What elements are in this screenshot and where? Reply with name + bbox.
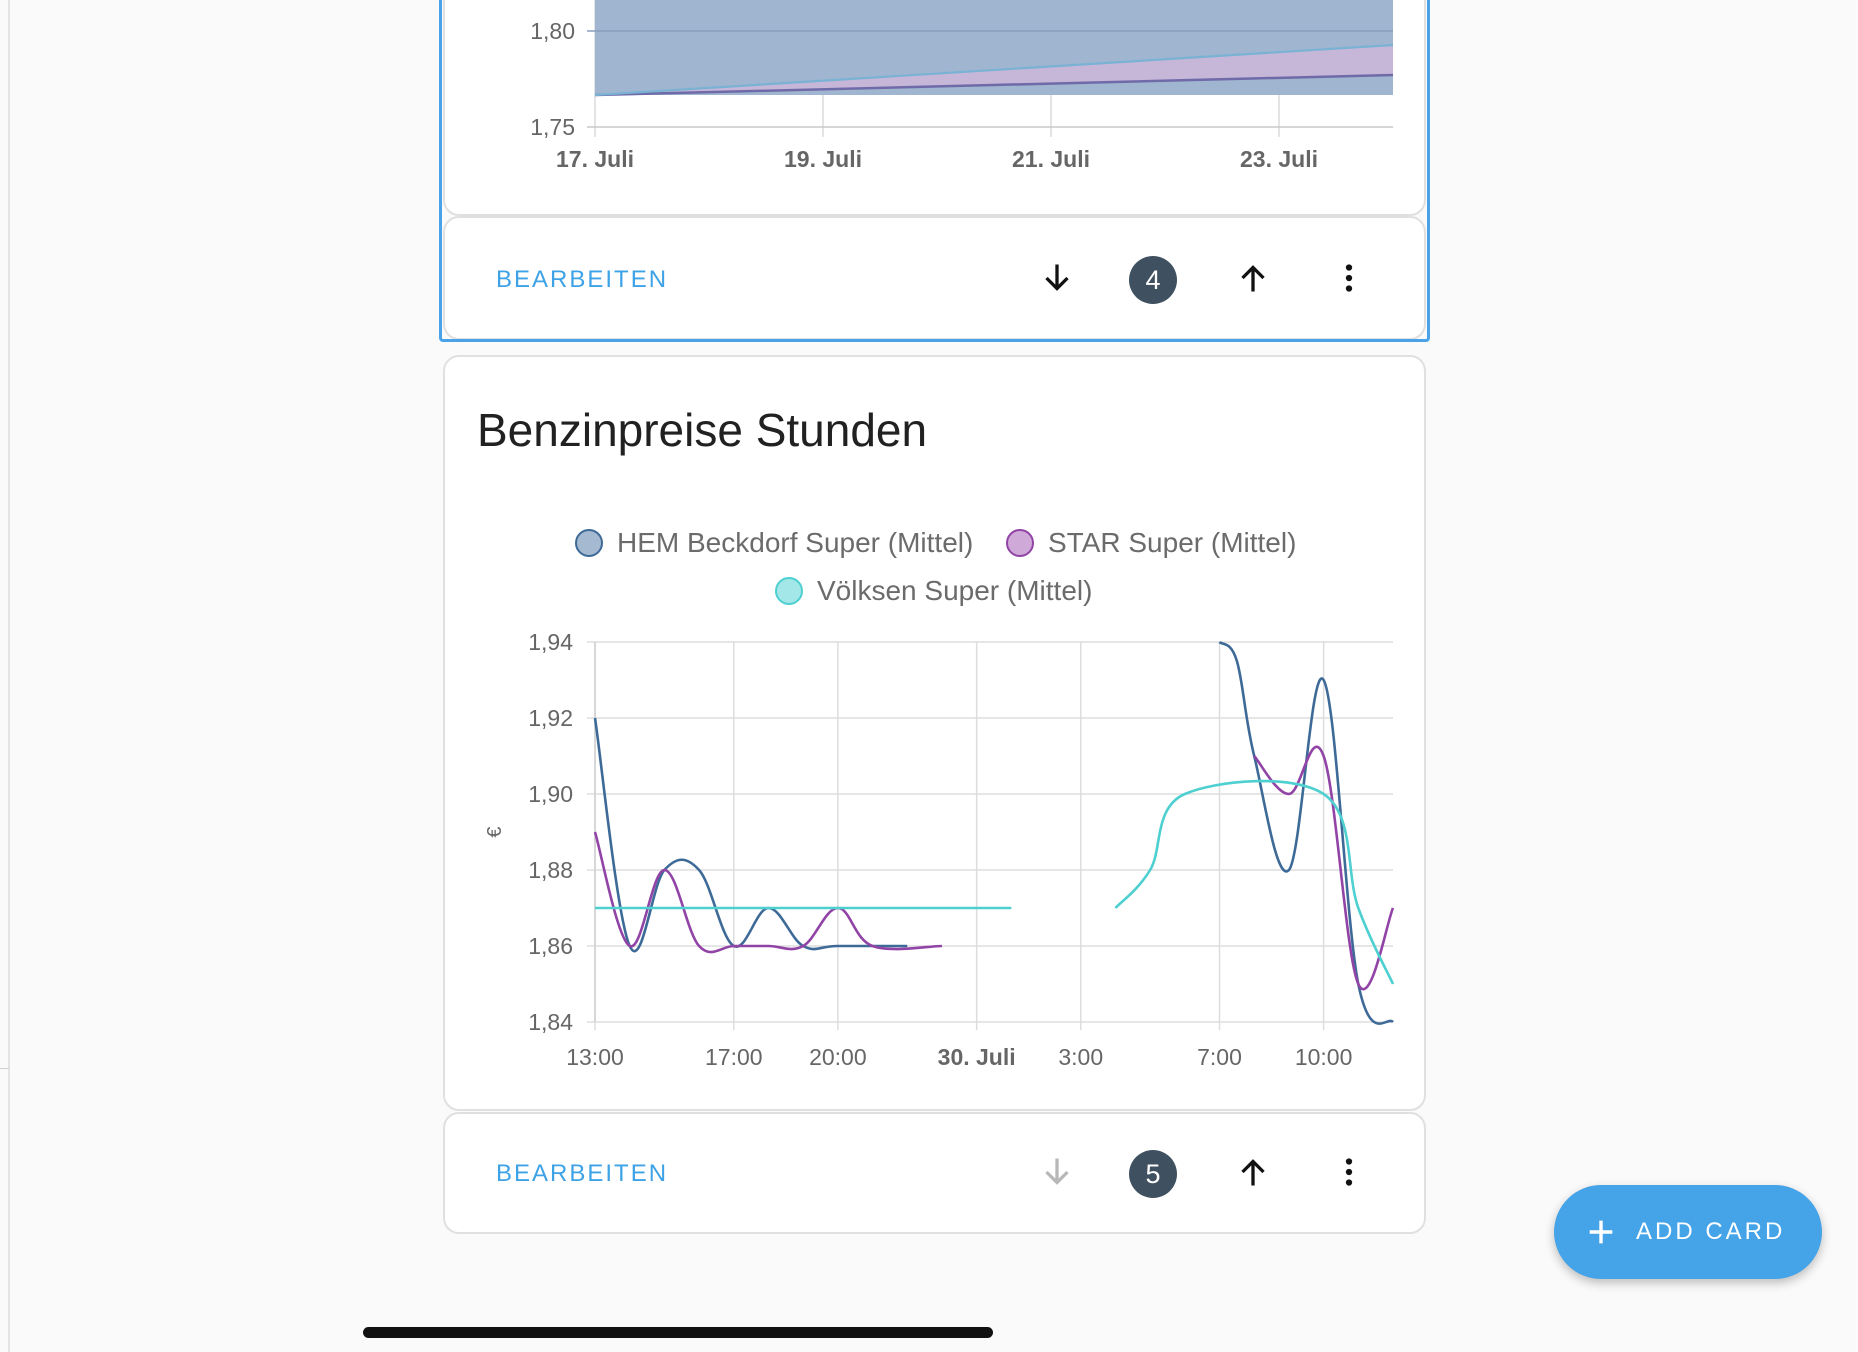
card-footer-top: BEARBEITEN 4	[443, 216, 1426, 340]
top-chart: 17. Juli 19. Juli 21. Juli 23. Juli 1,75 1,80	[530, 0, 1394, 172]
edit-button[interactable]: BEARBEITEN	[496, 266, 669, 293]
x-tick-label: 7:00	[1197, 1044, 1242, 1070]
x-tick-label: 23. Juli	[1240, 146, 1318, 172]
sidebar-divider	[8, 0, 10, 1352]
arrow-up-icon	[1241, 265, 1265, 292]
position-badge: 4	[1129, 256, 1177, 304]
add-card-button[interactable]: ADD CARD	[1554, 1185, 1822, 1279]
y-tick-label: 1,75	[530, 114, 575, 140]
y-tick-label: 1,86	[528, 933, 573, 959]
x-tick-label: 10:00	[1295, 1044, 1353, 1070]
arrow-down-icon	[1045, 264, 1069, 291]
series-line	[1114, 779, 1395, 985]
y-axis-label: €	[484, 826, 506, 837]
series-line	[1218, 640, 1394, 1025]
x-tick-label: 30. Juli	[938, 1044, 1016, 1070]
x-tick-label: 17:00	[705, 1044, 763, 1070]
add-card-label: ADD CARD	[1636, 1218, 1786, 1245]
card-footer-bottom: BEARBEITEN 5	[443, 1112, 1426, 1234]
series-line-hem	[594, 73, 1394, 97]
legend-label: HEM Beckdorf Super (Mittel)	[617, 527, 974, 558]
move-down-button[interactable]	[1029, 250, 1085, 306]
series-line	[1253, 745, 1395, 991]
y-tick-label: 1,92	[528, 705, 573, 731]
move-down-button[interactable]	[1029, 1144, 1085, 1200]
series-line-voelksen	[594, 43, 1394, 97]
y-tick-label: 1,88	[528, 857, 573, 883]
dots-vertical-icon	[1345, 1158, 1353, 1186]
series-line	[593, 717, 908, 953]
edit-button[interactable]: BEARBEITEN	[496, 1160, 669, 1187]
price-line-chart: 1,84 1,86 1,88 1,90 1,92 1,94 13:00 17:00 20:00 3…	[484, 629, 1395, 1070]
history-card-benzin: Benzinpreise Stunden HEM Beckdorf Super …	[443, 355, 1426, 1111]
dots-vertical-icon	[1345, 264, 1353, 292]
legend-item-voelksen[interactable]: Völksen Super (Mittel)	[775, 575, 1092, 607]
legend-item-hem[interactable]: HEM Beckdorf Super (Mittel)	[575, 527, 973, 559]
legend-label: Völksen Super (Mittel)	[817, 575, 1093, 606]
plus-icon	[1589, 1220, 1613, 1244]
legend-dot-icon	[775, 577, 803, 605]
card-title: Benzinpreise Stunden	[477, 404, 928, 456]
y-tick-label: 1,90	[528, 781, 573, 807]
series-line	[593, 831, 942, 954]
x-tick-label: 3:00	[1058, 1044, 1103, 1070]
x-tick-label: 19. Juli	[784, 146, 862, 172]
position-badge: 5	[1129, 1150, 1177, 1198]
move-up-button[interactable]	[1225, 250, 1281, 306]
more-options-button[interactable]	[1321, 1144, 1377, 1200]
move-up-button[interactable]	[1225, 1144, 1281, 1200]
legend-dot-icon	[575, 529, 603, 557]
x-tick-label: 21. Juli	[1012, 146, 1090, 172]
legend-item-star[interactable]: STAR Super (Mittel)	[1006, 527, 1296, 559]
sidebar-tick	[0, 1068, 9, 1069]
selected-card-outline	[439, 0, 1430, 342]
history-card-top: 17. Juli 19. Juli 21. Juli 23. Juli 1,75 1,80	[443, 0, 1426, 216]
y-tick-label: 1,84	[528, 1009, 573, 1035]
arrow-up-icon	[1241, 1159, 1265, 1186]
x-tick-label: 17. Juli	[556, 146, 634, 172]
y-tick-label: 1,94	[528, 629, 573, 655]
arrow-down-icon	[1045, 1158, 1069, 1185]
legend-label: STAR Super (Mittel)	[1048, 527, 1297, 558]
x-tick-label: 13:00	[566, 1044, 624, 1070]
y-tick-label: 1,80	[530, 18, 575, 44]
x-tick-label: 20:00	[809, 1044, 867, 1070]
more-options-button[interactable]	[1321, 250, 1377, 306]
home-indicator	[363, 1327, 993, 1338]
legend-dot-icon	[1006, 529, 1034, 557]
